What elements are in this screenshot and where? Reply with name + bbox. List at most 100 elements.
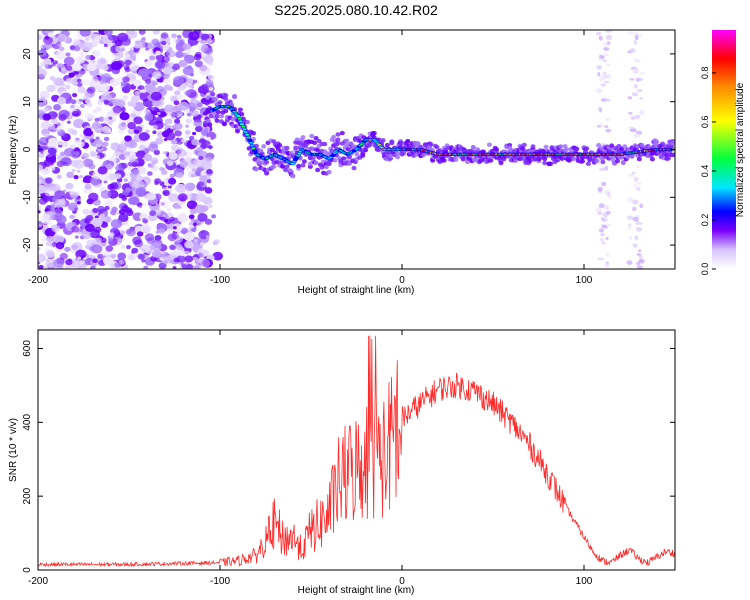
noise-speckle [56,122,61,127]
noise-speckle [596,31,602,36]
noise-speckle [125,53,131,59]
ridge-halo [235,129,240,134]
noise-speckle [165,118,173,125]
ridge-halo [596,143,602,148]
noise-speckle [600,238,604,242]
ridge-halo [654,139,660,145]
noise-speckle [173,100,180,106]
noise-speckle [597,88,602,94]
noise-speckle [58,43,63,48]
noise-speckle [147,50,153,55]
noise-speckle [53,258,65,268]
noise-speckle [168,152,178,160]
noise-speckle [79,30,91,37]
noise-speckle [38,65,43,71]
noise-speckle [168,226,174,231]
ridge-halo [351,165,357,171]
noise-speckle [47,164,56,172]
spectrogram-ylabel: Frequency (Hz) [8,116,19,185]
noise-speckle [125,209,134,216]
noise-speckle [73,70,79,75]
ridge-halo [326,160,332,165]
noise-speckle [191,138,200,146]
noise-speckle [636,253,642,257]
ridge-core [251,147,256,150]
noise-speckle [633,184,638,188]
noise-speckle [147,171,153,176]
noise-speckle [603,41,607,47]
noise-speckle [169,173,175,179]
noise-speckle [39,90,50,99]
noise-speckle [637,77,644,82]
ridge-core [243,131,248,134]
noise-speckle [193,264,202,269]
noise-speckle [61,67,67,72]
noise-speckle [108,238,113,242]
noise-speckle [171,144,179,151]
noise-speckle [148,163,155,169]
noise-speckle [605,30,613,33]
noise-speckle [100,190,112,199]
noise-speckle [86,102,93,107]
noise-speckle [133,79,142,87]
ridge-halo [354,151,360,157]
noise-speckle [600,232,605,237]
ridge-halo [277,143,283,148]
noise-speckle [40,62,46,67]
noise-speckle [189,109,194,113]
noise-speckle [131,161,138,167]
noise-speckle [46,84,56,93]
x-tick-label: -100 [210,275,230,286]
noise-speckle [141,243,149,250]
noise-speckle [61,141,69,148]
noise-speckle [71,168,76,173]
figure-title: S225.2025.080.10.42.R02 [274,2,438,18]
noise-speckle [196,146,203,152]
ridge-halo [331,134,337,140]
noise-speckle [96,57,108,67]
noise-speckle [135,150,146,159]
noise-speckle [87,86,96,94]
noise-speckle [44,188,54,197]
noise-speckle [174,130,182,137]
ridge-halo [660,141,666,146]
noise-speckle [167,229,172,234]
noise-speckle [211,214,217,219]
y-tick-label: 20 [22,48,33,60]
noise-speckle [77,82,83,88]
noise-speckle [601,224,606,229]
noise-speckle [76,169,81,173]
ridge-halo [245,119,251,125]
noise-speckle [38,137,49,146]
noise-speckle [635,227,643,232]
noise-speckle [213,239,221,245]
noise-speckle [111,206,118,212]
noise-speckle [162,78,171,85]
noise-speckle [92,207,99,214]
noise-speckle [206,168,213,175]
x-tick-label: -200 [28,275,48,286]
noise-speckle [56,215,67,224]
noise-speckle [102,243,106,247]
noise-speckle [44,177,53,184]
noise-speckle [632,67,639,72]
noise-speckle [184,130,191,135]
noise-speckle [151,38,160,46]
noise-speckle [114,39,123,47]
noise-speckle [76,78,82,83]
noise-speckle [632,31,639,36]
noise-speckle [606,63,611,67]
noise-speckle [637,249,642,253]
noise-speckle [122,76,130,83]
noise-speckle [601,217,608,223]
noise-speckle [159,181,165,186]
noise-speckle [635,220,640,226]
noise-speckle [600,98,608,102]
noise-speckle [172,223,183,232]
noise-speckle [97,205,105,213]
noise-speckle [127,128,136,135]
noise-speckle [192,131,197,136]
ridge-halo [441,158,447,163]
noise-speckle [91,121,102,130]
